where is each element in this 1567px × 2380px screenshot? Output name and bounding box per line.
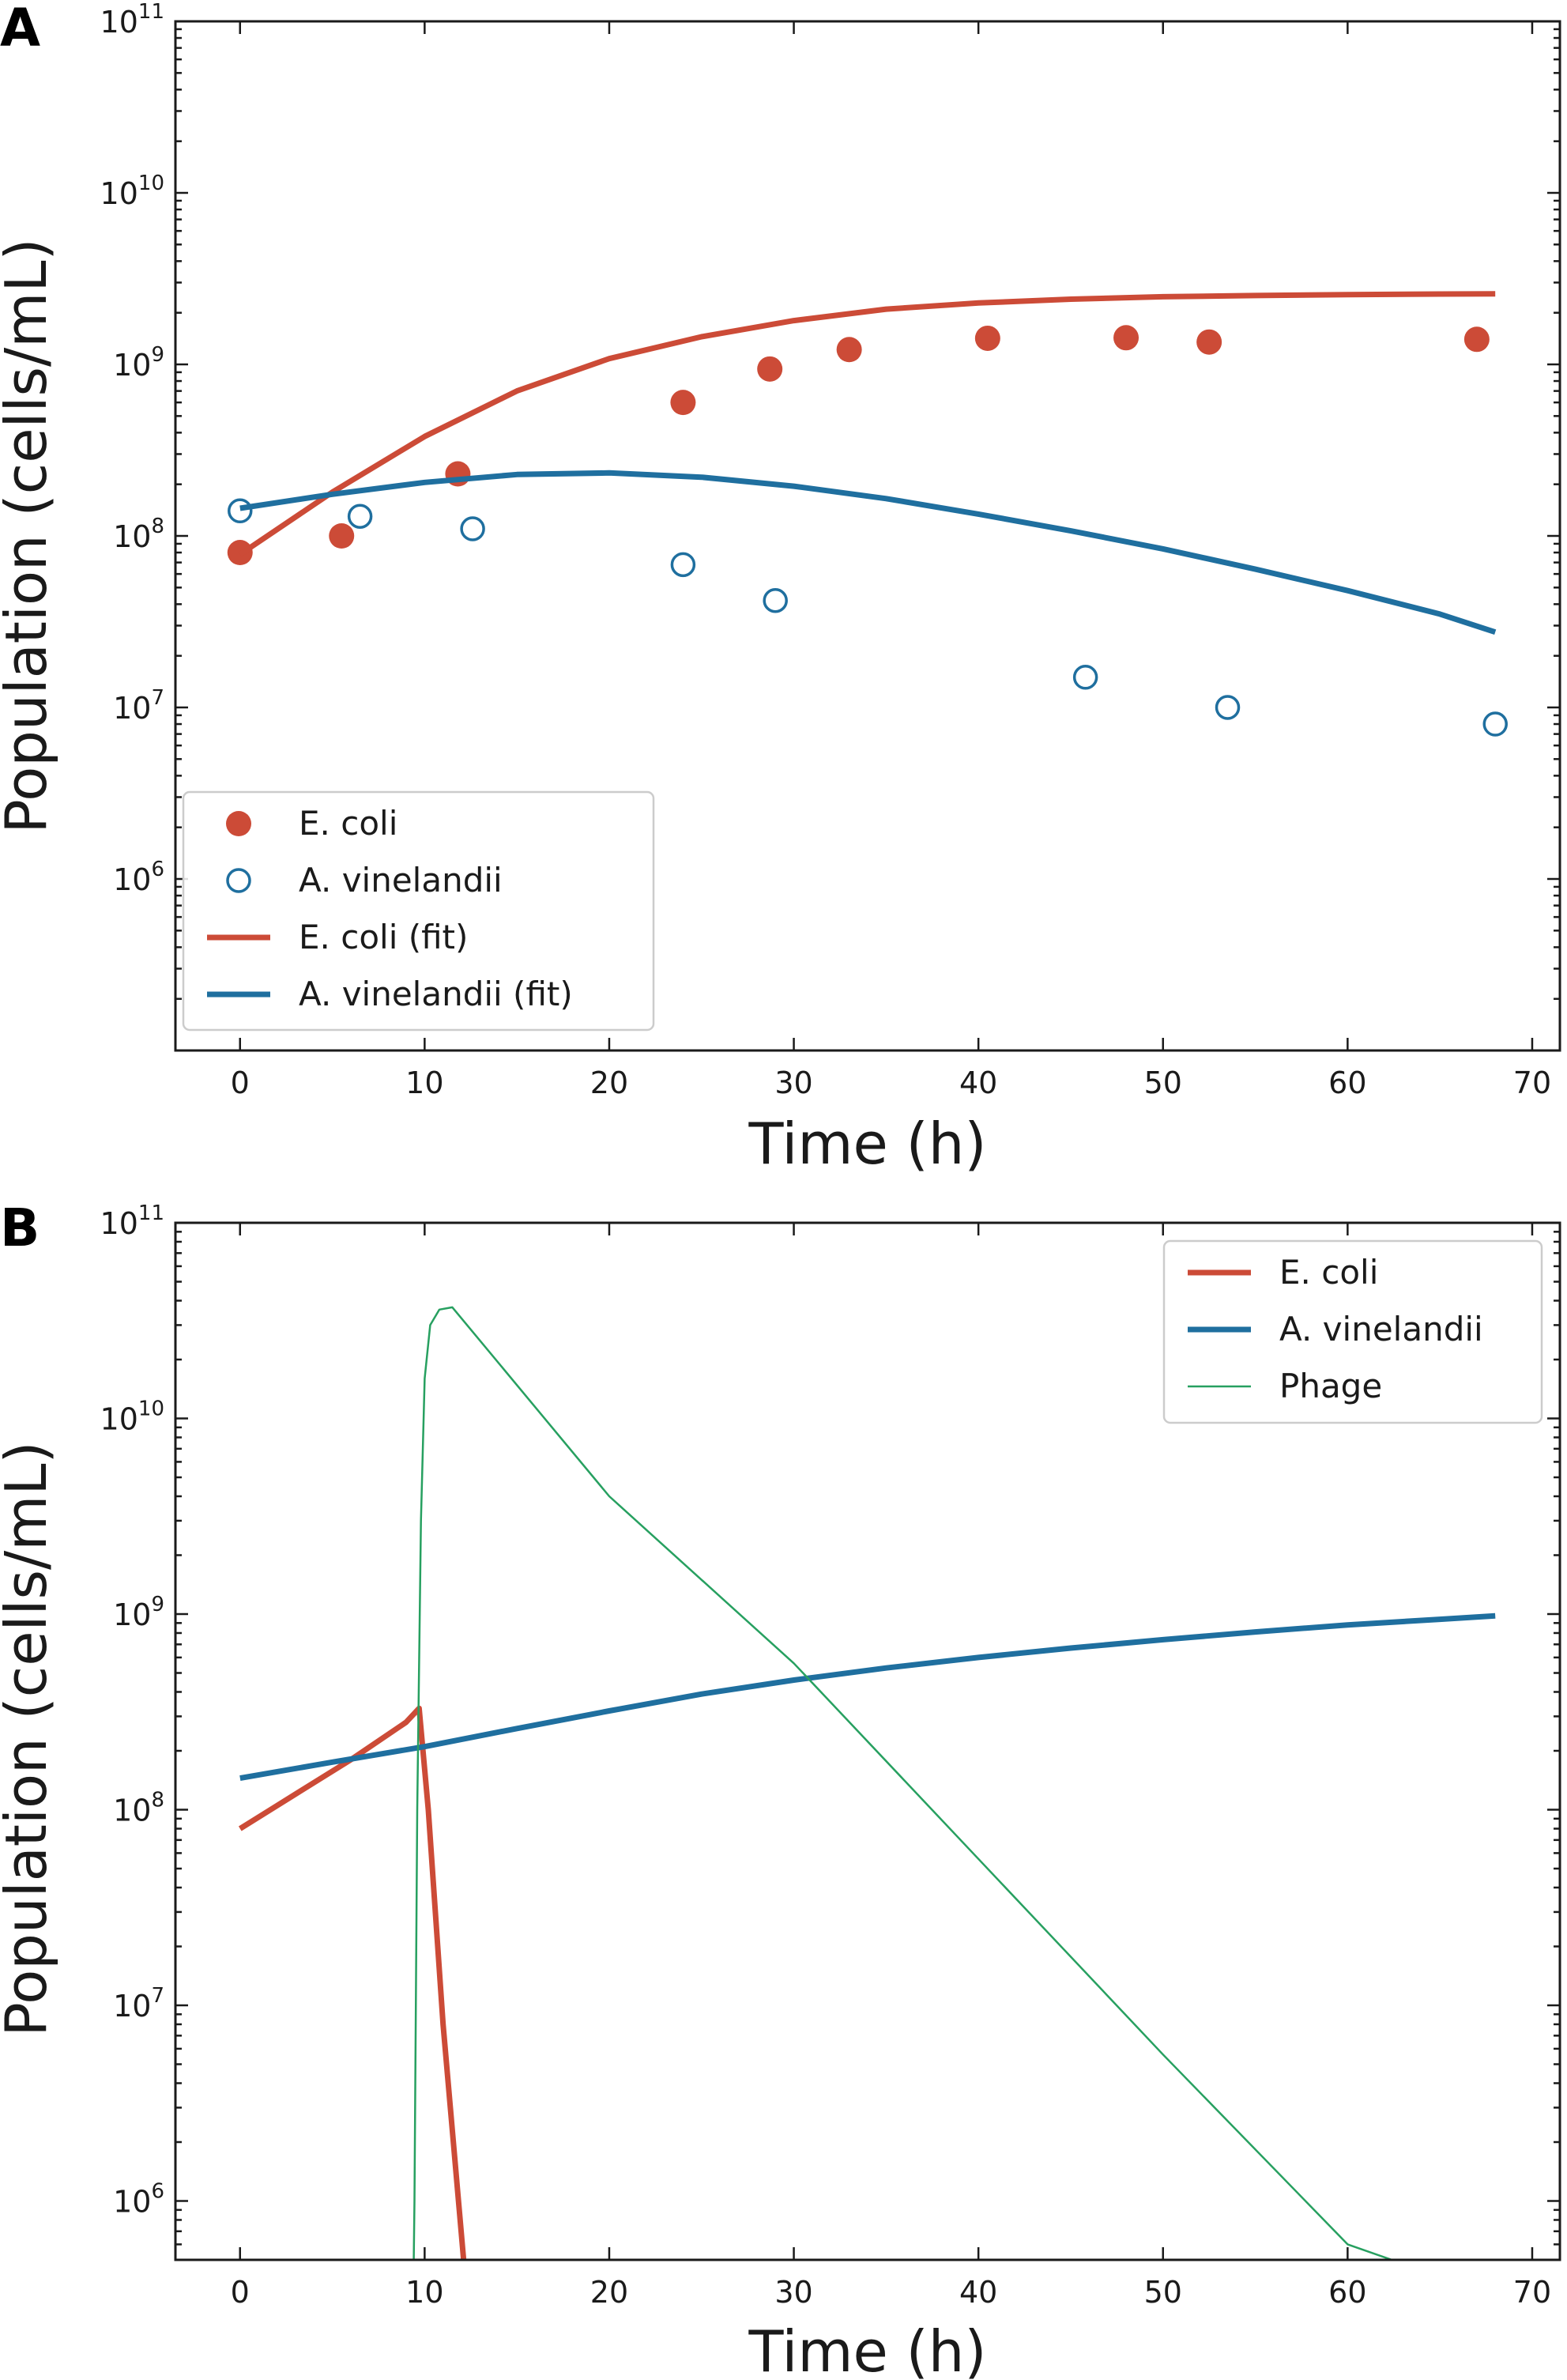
data-point-a-vinelandii	[670, 552, 696, 578]
panel-letter-b: B	[0, 1198, 40, 1258]
y-tick-label: 108	[113, 515, 164, 554]
y-axis-title-b: Population (cells/mL)	[0, 1441, 59, 2036]
x-tick-label: 20	[590, 2275, 628, 2310]
data-point-a-vinelandii	[1072, 665, 1098, 690]
legend-swatch-a-vinelandii	[226, 868, 251, 893]
legend-label-a-vinelandii: A. vinelandii	[1279, 1310, 1483, 1348]
x-axis-title-a: Time (h)	[748, 1111, 987, 1177]
x-tick-label: 10	[405, 2275, 443, 2310]
y-tick-label: 1010	[100, 1397, 164, 1436]
y-tick-label: 107	[113, 1984, 164, 2024]
data-point-e-coli	[1196, 329, 1222, 355]
x-tick-label: 40	[959, 1066, 997, 1100]
x-tick-label: 30	[774, 1066, 812, 1100]
panel-letter-a: A	[0, 0, 40, 58]
data-point-e-coli	[329, 523, 355, 549]
panel-a: A 0 10 20 30 40 50 60 70 106 107 108 109 1010 1011 Ti…	[0, 0, 1561, 1177]
y-tick-label: 1011	[100, 1201, 164, 1241]
legend-label-e-coli: E. coli	[1279, 1253, 1378, 1292]
legend-label-phage: Phage	[1279, 1367, 1382, 1405]
legend-box	[182, 790, 655, 1032]
series-line-e-coli	[238, 1705, 467, 2260]
legend-label-e-coli: E. coli	[299, 804, 397, 843]
x-tick-label: 60	[1328, 1066, 1366, 1100]
x-tick-label: 40	[959, 2275, 997, 2310]
data-point-e-coli	[1113, 325, 1139, 351]
y-tick-label: 106	[113, 858, 164, 897]
x-tick-label: 60	[1328, 2275, 1366, 2310]
data-point-e-coli	[670, 390, 696, 416]
y-axis-title-a: Population (cells/mL)	[0, 238, 59, 833]
y-tick-label: 109	[113, 1593, 164, 1632]
data-point-a-vinelandii	[763, 588, 788, 613]
plot-frame-b	[174, 1221, 1561, 2261]
y-tick-label: 1011	[100, 0, 164, 40]
x-tick-label: 30	[774, 2275, 812, 2310]
x-tick-label: 20	[590, 1066, 628, 1100]
series-line-a-vinelandii-fit	[239, 470, 1497, 636]
x-tick-label: 50	[1144, 1066, 1182, 1100]
x-axis-title-b: Time (h)	[748, 2318, 987, 2380]
x-tick-label: 70	[1513, 2275, 1551, 2310]
y-tick-label: 107	[113, 686, 164, 726]
legend-label-a-vinelandii: A. vinelandii	[299, 861, 503, 900]
x-tick-label: 10	[405, 1066, 443, 1100]
legend-label-e-coli-fit: E. coli (fit)	[299, 918, 468, 956]
legend-box	[1162, 1239, 1543, 1424]
y-tick-label: 108	[113, 1788, 164, 1827]
y-tick-label: 1010	[100, 172, 164, 211]
data-point-a-vinelandii	[228, 498, 253, 524]
y-tick-label: 109	[113, 343, 164, 383]
data-point-e-coli	[974, 325, 1000, 351]
series-line-e-coli-fit	[238, 291, 1496, 557]
data-point-a-vinelandii	[460, 516, 485, 541]
data-point-a-vinelandii	[347, 504, 373, 530]
legend-swatch-e-coli	[226, 811, 251, 836]
y-tick-label: 106	[113, 2179, 164, 2219]
data-point-a-vinelandii	[1215, 695, 1241, 720]
legend-label-a-vinelandii-fit: A. vinelandii (fit)	[299, 975, 573, 1013]
series-line-phage	[412, 1306, 1392, 2260]
data-point-e-coli	[836, 337, 862, 363]
x-tick-label: 0	[231, 1066, 250, 1100]
panel-b: B 0 10 20 30 40 50 60 70 106 107 108 109 1010 1011 Ti…	[0, 1198, 1561, 2380]
x-tick-label: 50	[1144, 2275, 1182, 2310]
x-tick-label: 70	[1513, 1066, 1551, 1100]
x-tick-label: 0	[231, 2275, 250, 2310]
data-point-e-coli	[1463, 326, 1490, 353]
series-line-a-vinelandii	[239, 1612, 1496, 1782]
data-point-a-vinelandii	[1482, 711, 1508, 737]
data-point-e-coli	[757, 356, 783, 382]
